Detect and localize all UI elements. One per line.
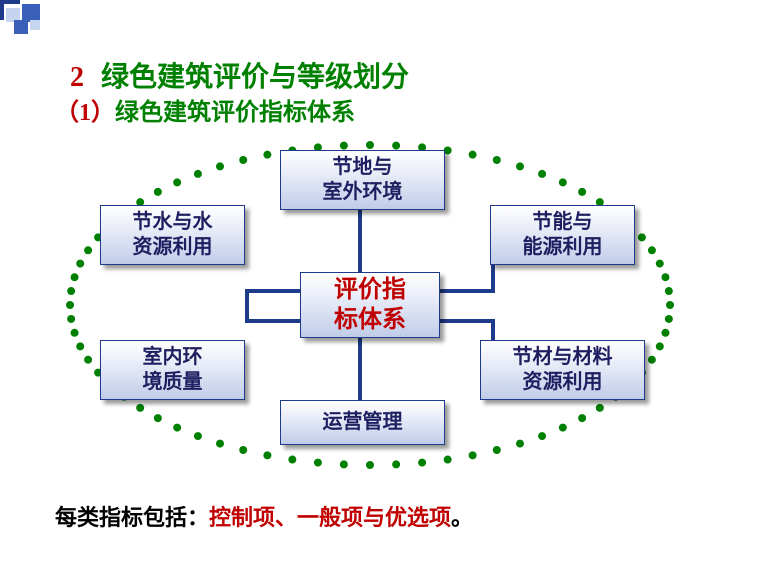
node-bottom: 运营管理 bbox=[280, 400, 445, 445]
subtitle-number: （1） bbox=[55, 100, 115, 126]
bottom-note: 每类指标包括：控制项、一般项与优选项。 bbox=[55, 500, 473, 532]
main-title: 2 绿色建筑评价与等级划分 bbox=[70, 55, 409, 95]
connector bbox=[440, 319, 495, 323]
subtitle-text: 绿色建筑评价指标体系 bbox=[115, 100, 355, 126]
center-node: 评价指标体系 bbox=[300, 272, 440, 338]
note-prefix: 每类指标包括： bbox=[55, 505, 209, 530]
title-text: 绿色建筑评价与等级划分 bbox=[101, 62, 409, 93]
node-tr: 节能与能源利用 bbox=[490, 205, 635, 265]
connector bbox=[245, 319, 300, 323]
connector bbox=[491, 265, 495, 293]
subtitle: （1）绿色建筑评价指标体系 bbox=[55, 92, 355, 127]
connector bbox=[440, 289, 495, 293]
title-number: 2 bbox=[70, 62, 84, 93]
node-top: 节地与室外环境 bbox=[280, 150, 445, 210]
connector bbox=[358, 210, 362, 272]
note-suffix: 。 bbox=[451, 505, 473, 530]
diagram-container: 评价指标体系 节地与室外环境运营管理 节水与水资源利用室内环境质量 节能与能源利用节材… bbox=[40, 130, 700, 480]
node-tl: 节水与水资源利用 bbox=[100, 205, 245, 265]
connector bbox=[245, 289, 300, 293]
node-bl: 室内环境质量 bbox=[100, 340, 245, 400]
node-br: 节材与材料资源利用 bbox=[480, 340, 645, 400]
connector bbox=[358, 338, 362, 400]
note-highlight: 控制项、一般项与优选项 bbox=[209, 505, 451, 530]
connector bbox=[245, 289, 249, 319]
